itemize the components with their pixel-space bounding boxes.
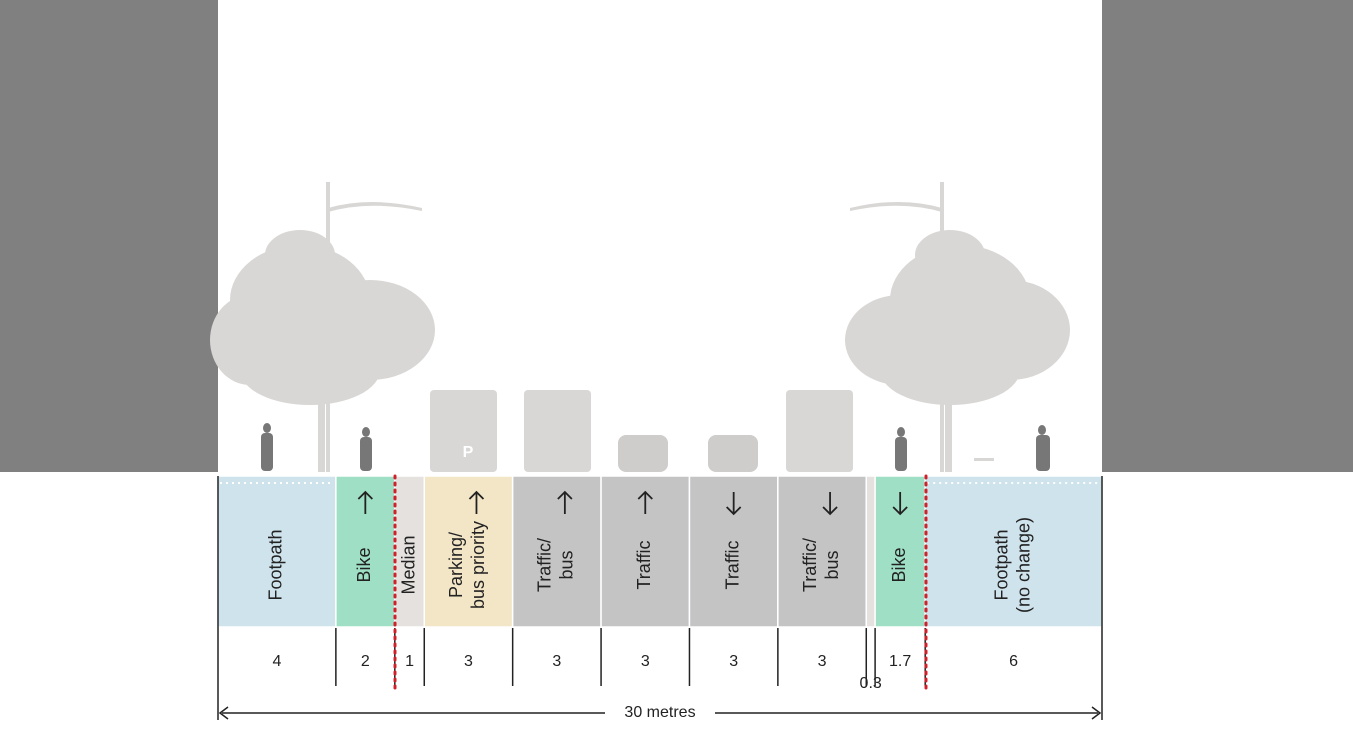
truck <box>524 390 591 472</box>
bench <box>974 458 994 461</box>
silhouettes <box>210 182 1070 472</box>
segment-width: 0.3 <box>860 675 882 692</box>
segment-width: 3 <box>818 653 827 670</box>
segment-label: Median <box>398 535 418 594</box>
segment-width: 4 <box>272 653 281 670</box>
segment <box>511 475 602 628</box>
segment-label: bus <box>557 550 577 579</box>
segment-width: 2 <box>361 653 370 670</box>
direction-arrowhead <box>557 490 573 500</box>
segment <box>865 475 876 628</box>
car <box>618 435 668 472</box>
segment-label: Parking/ <box>446 532 466 598</box>
segment-label: Traffic/ <box>800 538 820 592</box>
parking-sign: P <box>463 444 474 461</box>
segment-label: Footpath <box>991 529 1011 600</box>
truck <box>786 390 853 472</box>
segment <box>423 475 514 628</box>
segment-width: 6 <box>1009 653 1018 670</box>
direction-arrowhead <box>357 490 373 500</box>
light-arm <box>328 202 422 212</box>
segment-width: 3 <box>552 653 561 670</box>
segments: Footpath 4 Bike 2 Median 1 Parking/bus priorit… <box>217 475 1103 692</box>
segment-label: bus priority <box>468 521 488 609</box>
segment-width: 3 <box>641 653 650 670</box>
segment <box>777 475 868 628</box>
segment-label: Bike <box>889 547 909 582</box>
direction-arrowhead <box>468 490 485 500</box>
direction-arrowhead <box>822 506 838 516</box>
dimension-arrows <box>218 706 1102 720</box>
segment-width: 3 <box>464 653 473 670</box>
segment <box>924 475 1103 628</box>
segment-label: bus <box>822 550 842 579</box>
segment-label: Traffic <box>722 540 742 589</box>
direction-arrowhead <box>726 506 742 516</box>
segment-width: 3 <box>729 653 738 670</box>
people <box>261 423 1050 471</box>
car <box>708 435 758 472</box>
direction-arrowhead <box>892 506 908 516</box>
segment-label: Traffic <box>634 540 654 589</box>
segment-width: 1 <box>405 653 414 670</box>
tree-right <box>845 230 1070 472</box>
light-arm <box>850 202 942 212</box>
building-left <box>0 0 218 472</box>
total-width: 30 metres <box>624 704 695 721</box>
direction-arrowhead <box>637 490 653 500</box>
segment-label: Traffic/ <box>535 538 555 592</box>
building-right <box>1102 0 1353 472</box>
segment-label: (no change) <box>1013 517 1033 613</box>
segment-label: Bike <box>354 547 374 582</box>
segment-width: 1.7 <box>889 653 911 670</box>
tree-left <box>210 230 435 472</box>
truck <box>430 390 497 472</box>
segment-label: Footpath <box>266 529 286 600</box>
